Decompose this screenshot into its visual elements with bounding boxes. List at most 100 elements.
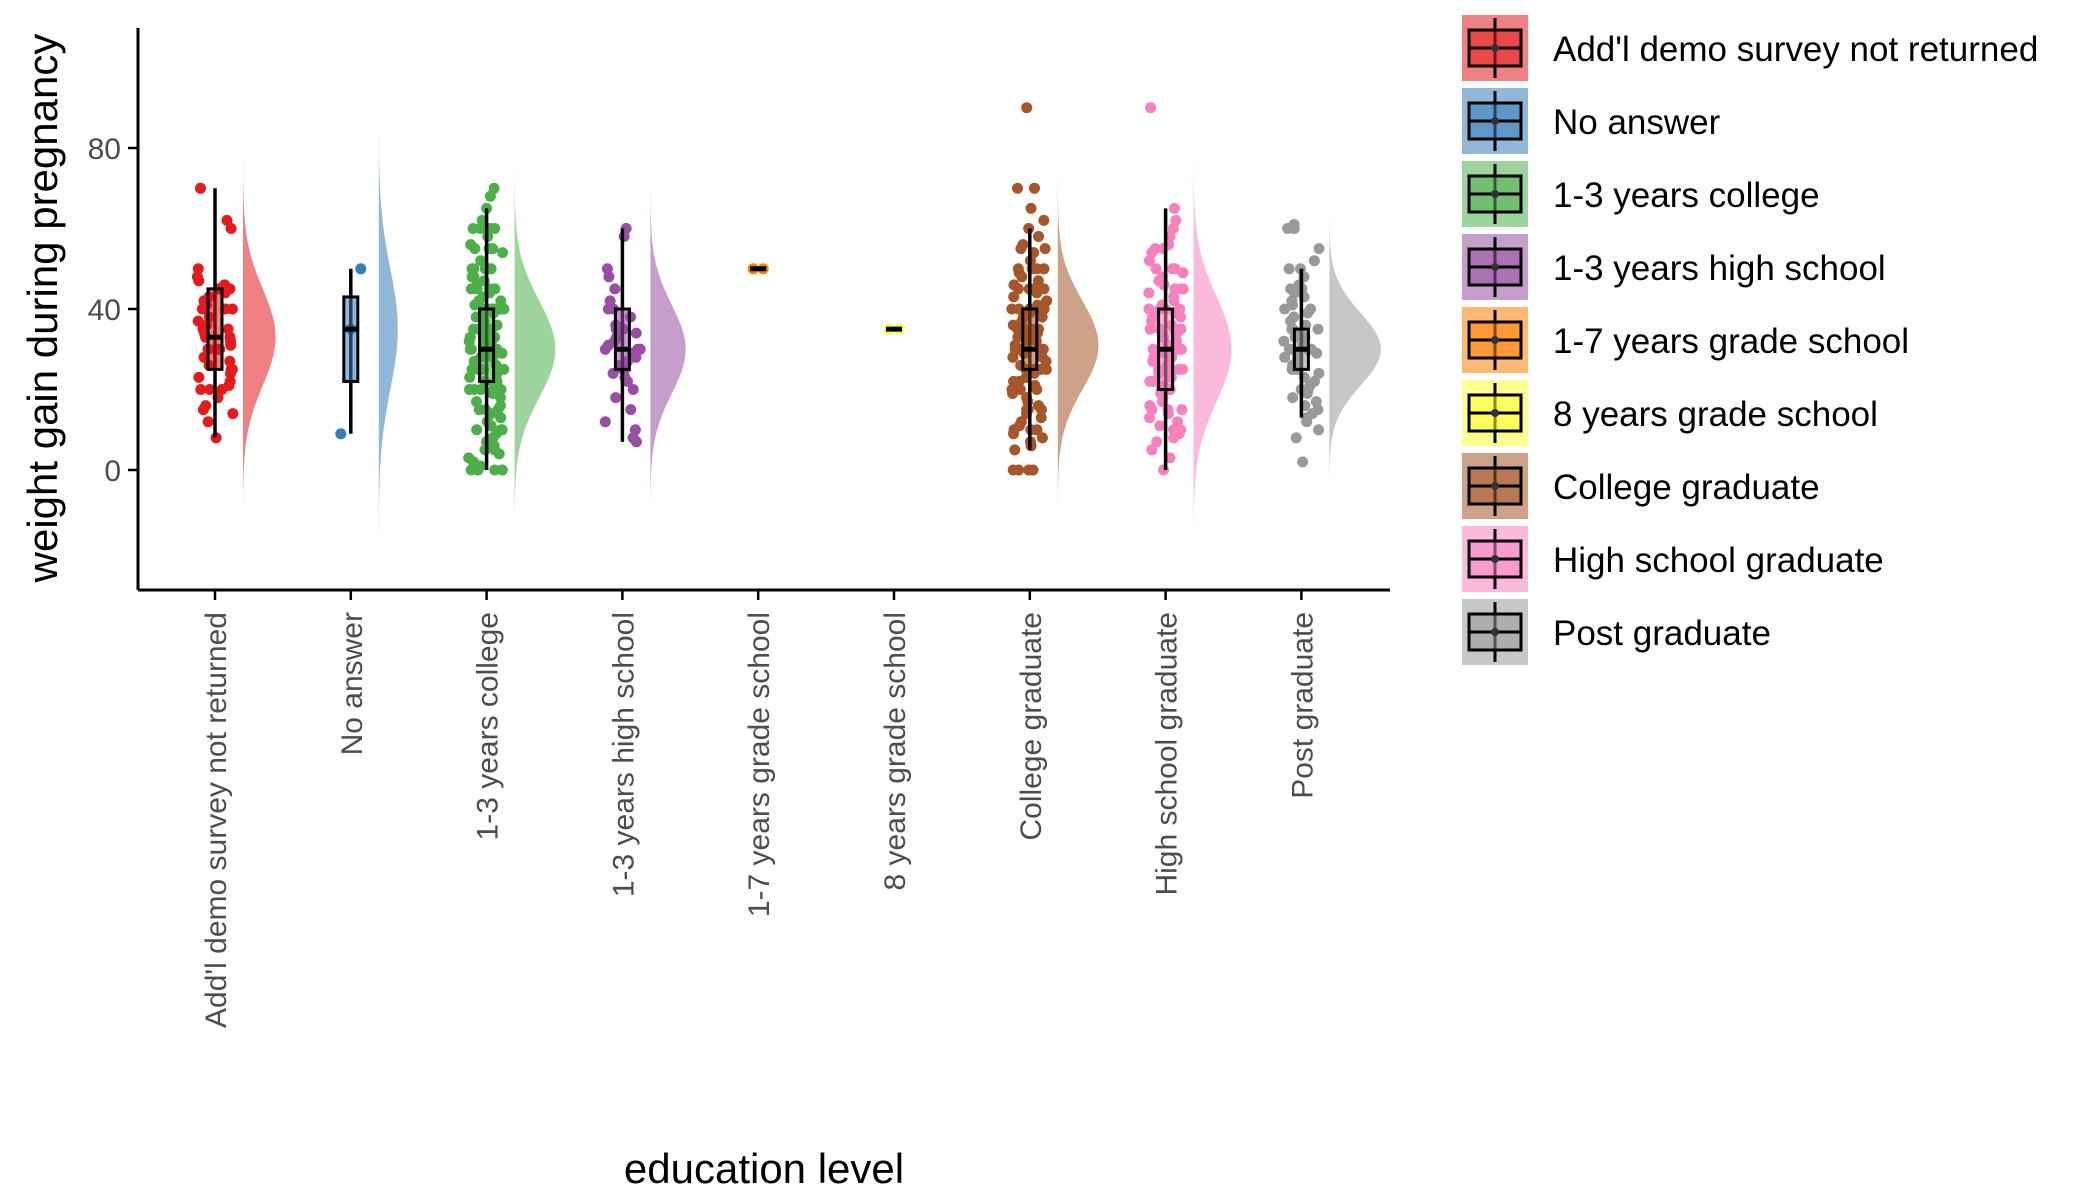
data-point: [487, 243, 499, 255]
data-point: [1021, 102, 1033, 114]
data-point: [464, 384, 475, 395]
x-tick-label: 1-3 years college: [472, 612, 505, 840]
data-point: [1012, 323, 1023, 335]
data-point: [1029, 182, 1040, 194]
x-tick-label: College graduate: [1015, 612, 1048, 841]
data-point: [1168, 432, 1180, 444]
data-point: [1279, 351, 1291, 363]
series-college-graduate: [1006, 75, 1099, 511]
data-point: [1150, 263, 1162, 275]
series-post-graduate: [1278, 188, 1381, 491]
legend-item: 8 years grade school: [1462, 380, 1878, 446]
data-point: [471, 424, 483, 436]
data-point: [1143, 255, 1155, 267]
data-point: [1313, 367, 1325, 379]
data-point: [1040, 363, 1052, 375]
x-tick-label: 1-7 years grade school: [743, 612, 776, 917]
data-point: [1035, 412, 1047, 424]
data-point: [1036, 432, 1048, 444]
data-point: [1039, 243, 1051, 255]
data-point: [225, 367, 236, 379]
series-1-3-years-college: [463, 156, 556, 515]
data-point: [469, 299, 481, 311]
data-point: [464, 343, 476, 355]
data-point: [618, 231, 630, 242]
data-point: [193, 275, 205, 287]
legend-item: College graduate: [1462, 453, 1820, 519]
data-point: [1031, 384, 1043, 395]
data-point: [1177, 267, 1189, 279]
data-point: [1290, 432, 1302, 444]
data-point: [495, 412, 507, 424]
box-iqr: [1021, 307, 1039, 371]
legend-key-point: [1491, 263, 1499, 271]
density-cloud: [378, 135, 398, 567]
series-no-answer: [335, 135, 398, 567]
legend-item: No answer: [1462, 88, 1721, 154]
data-point: [496, 347, 508, 359]
data-point: [475, 255, 487, 267]
data-point: [1302, 307, 1314, 319]
data-point: [192, 315, 204, 327]
data-point: [483, 263, 494, 275]
y-tick-label: 0: [104, 455, 121, 488]
data-point: [1027, 464, 1039, 476]
x-tick-label: 8 years grade school: [879, 612, 912, 891]
data-point: [473, 404, 485, 416]
legend-label: Post graduate: [1553, 614, 1771, 653]
data-point: [1032, 275, 1044, 287]
legend-item: 1-3 years college: [1462, 161, 1820, 227]
legend: Add'l demo survey not returned No answer…: [1462, 15, 2038, 665]
data-point: [464, 371, 476, 383]
data-point: [1038, 214, 1050, 226]
x-axis-title: education level: [624, 1145, 904, 1192]
legend-key-point: [1491, 44, 1499, 52]
data-point: [1013, 464, 1025, 476]
data-point: [192, 263, 204, 275]
x-tick-label: High school graduate: [1151, 612, 1184, 896]
data-point: [1311, 347, 1323, 359]
density-cloud: [1057, 75, 1099, 511]
data-point: [498, 303, 510, 315]
data-point: [1143, 287, 1155, 299]
series-high-school-graduate: [1143, 55, 1232, 527]
density-cloud: [1329, 188, 1381, 491]
data-point: [1012, 283, 1024, 295]
data-point: [610, 392, 622, 404]
data-point: [609, 283, 621, 295]
data-point: [496, 464, 508, 476]
data-point: [1007, 388, 1019, 399]
data-point: [1147, 343, 1159, 355]
data-point: [225, 223, 237, 234]
data-point: [1154, 420, 1166, 432]
legend-key-point: [1491, 482, 1499, 490]
data-point: [599, 343, 611, 355]
data-point: [1144, 323, 1156, 335]
x-tick-label: No answer: [336, 612, 369, 755]
data-point: [469, 243, 481, 255]
data-point: [1301, 388, 1313, 399]
legend-label: No answer: [1553, 103, 1721, 142]
data-point: [1036, 343, 1048, 355]
box-iqr: [478, 307, 496, 383]
data-point: [1009, 444, 1021, 456]
data-point: [1173, 343, 1185, 355]
series-8-years-grade-school: [883, 323, 905, 335]
data-point: [1008, 428, 1019, 440]
legend-key-point: [1491, 117, 1499, 125]
data-point: [1301, 416, 1313, 428]
data-point: [465, 283, 477, 295]
series-add-l-demo-survey-not-returned: [191, 119, 276, 503]
legend-label: Add'l demo survey not returned: [1553, 30, 2038, 69]
data-point: [1036, 311, 1048, 323]
legend-item: Post graduate: [1462, 599, 1771, 665]
legend-key-point: [1491, 336, 1499, 344]
box-iqr: [613, 307, 631, 371]
data-point: [1147, 375, 1159, 387]
data-point: [1031, 287, 1043, 299]
data-point: [1308, 255, 1320, 267]
data-point: [1151, 436, 1163, 448]
data-point: [1313, 424, 1324, 436]
data-point: [202, 416, 214, 428]
data-point: [484, 190, 496, 202]
